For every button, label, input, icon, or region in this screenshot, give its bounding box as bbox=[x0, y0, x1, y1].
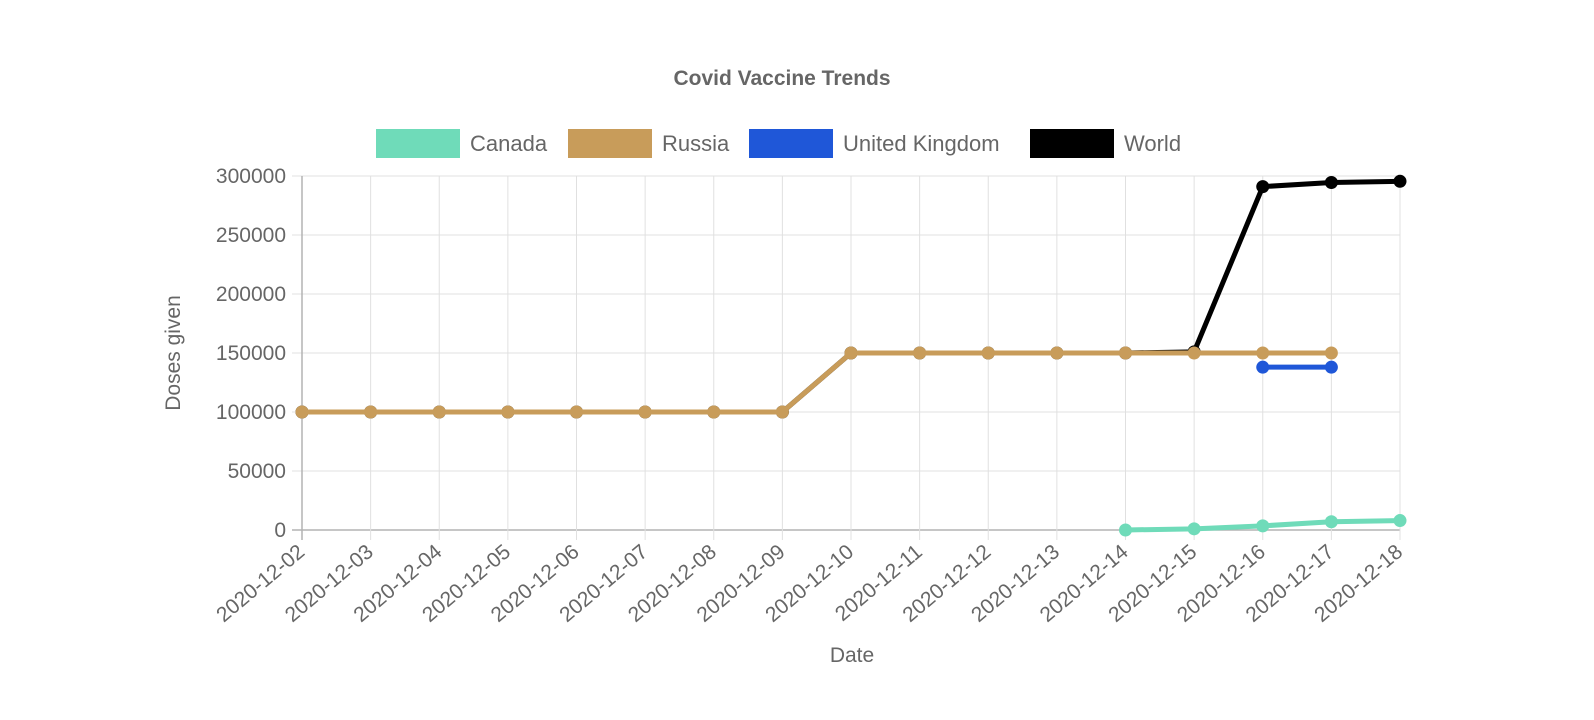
series-canada bbox=[1119, 514, 1407, 537]
legend-label-russia: Russia bbox=[662, 131, 730, 156]
data-point-russia[interactable] bbox=[1256, 346, 1270, 360]
data-point-canada[interactable] bbox=[1324, 515, 1338, 529]
y-tick-label: 300000 bbox=[216, 165, 286, 188]
data-point-russia[interactable] bbox=[501, 405, 515, 419]
data-point-united-kingdom[interactable] bbox=[1256, 360, 1270, 374]
y-axis-ticks: 0 50000 100000 150000 200000 250000 300000 bbox=[216, 165, 286, 542]
legend-item-russia[interactable]: Russia bbox=[568, 129, 730, 158]
x-axis-ticks: 2020-12-022020-12-032020-12-042020-12-05… bbox=[212, 540, 1407, 627]
chart-title: Covid Vaccine Trends bbox=[673, 67, 890, 90]
legend-item-united-kingdom[interactable]: United Kingdom bbox=[749, 129, 1000, 158]
legend-swatch-world bbox=[1030, 129, 1114, 158]
legend-item-canada[interactable]: Canada bbox=[376, 129, 548, 158]
data-point-russia[interactable] bbox=[775, 405, 789, 419]
y-tick-label: 250000 bbox=[216, 224, 286, 247]
legend-label-united-kingdom: United Kingdom bbox=[843, 131, 1000, 156]
data-point-united-kingdom[interactable] bbox=[1324, 360, 1338, 374]
series-russia bbox=[295, 346, 1338, 419]
data-point-russia[interactable] bbox=[295, 405, 309, 419]
data-point-canada[interactable] bbox=[1393, 514, 1407, 528]
y-tick-label: 100000 bbox=[216, 401, 286, 424]
legend-swatch-canada bbox=[376, 129, 460, 158]
legend-label-canada: Canada bbox=[470, 131, 548, 156]
y-axis-label: Doses given bbox=[162, 295, 185, 411]
y-tick-label: 150000 bbox=[216, 342, 286, 365]
data-point-russia[interactable] bbox=[844, 346, 858, 360]
legend: Canada Russia United Kingdom World bbox=[376, 129, 1181, 158]
data-point-russia[interactable] bbox=[570, 405, 583, 419]
data-point-russia[interactable] bbox=[638, 405, 652, 419]
data-point-russia[interactable] bbox=[1324, 346, 1338, 360]
data-point-world[interactable] bbox=[1324, 175, 1338, 189]
data-point-canada[interactable] bbox=[1187, 522, 1201, 536]
data-point-russia[interactable] bbox=[913, 346, 927, 360]
data-point-russia[interactable] bbox=[364, 405, 378, 419]
series-united-kingdom bbox=[1256, 360, 1338, 374]
y-tick-label: 200000 bbox=[216, 283, 286, 306]
data-point-russia[interactable] bbox=[981, 346, 995, 360]
legend-label-world: World bbox=[1124, 131, 1181, 156]
data-point-canada[interactable] bbox=[1119, 523, 1132, 537]
legend-swatch-united-kingdom bbox=[749, 129, 833, 158]
data-point-russia[interactable] bbox=[1119, 346, 1132, 360]
x-axis-label: Date bbox=[830, 644, 874, 667]
series bbox=[295, 174, 1407, 537]
data-point-russia[interactable] bbox=[432, 405, 446, 419]
y-tick-label: 0 bbox=[274, 519, 286, 542]
data-point-canada[interactable] bbox=[1256, 519, 1270, 533]
legend-swatch-russia bbox=[568, 129, 652, 158]
data-point-world[interactable] bbox=[1393, 174, 1407, 188]
series-line-russia bbox=[299, 350, 1334, 415]
legend-item-world[interactable]: World bbox=[1030, 129, 1181, 158]
data-point-russia[interactable] bbox=[1187, 346, 1201, 360]
data-point-russia[interactable] bbox=[707, 405, 721, 419]
y-tick-label: 50000 bbox=[228, 460, 286, 483]
data-point-russia[interactable] bbox=[1050, 346, 1064, 360]
data-point-world[interactable] bbox=[1256, 180, 1270, 194]
